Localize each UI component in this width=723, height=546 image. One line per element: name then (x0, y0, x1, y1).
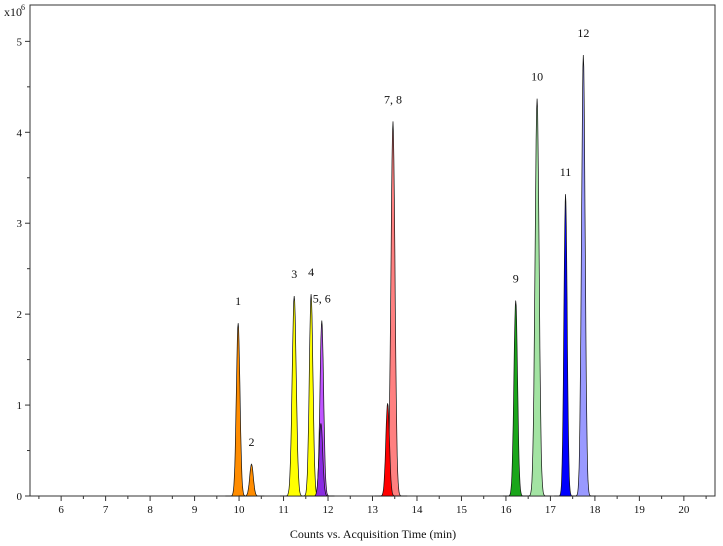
y-scale-exponent: 6 (21, 3, 25, 12)
x-axis-title: Counts vs. Acquisition Time (min) (290, 527, 456, 541)
x-tick-label-11: 11 (278, 504, 289, 516)
peaks-layer (225, 54, 597, 497)
peak-label-1: 2 (249, 435, 255, 449)
peak-1 (238, 463, 265, 497)
y-tick-label-1: 1 (17, 400, 23, 412)
x-tick-label-20: 20 (678, 504, 690, 516)
y-tick-label-2: 2 (17, 309, 23, 321)
y-tick-label-0: 0 (17, 491, 23, 503)
x-tick-label-17: 17 (545, 504, 557, 516)
x-tick-label-13: 13 (367, 504, 379, 516)
y-tick-label-4: 4 (17, 127, 23, 139)
x-tick-label-15: 15 (456, 504, 468, 516)
peak-label-0: 1 (235, 294, 241, 308)
x-tick-label-10: 10 (234, 504, 246, 516)
x-tick-label-19: 19 (634, 504, 646, 516)
y-scale-label: x10 (4, 5, 22, 19)
x-tick-label-8: 8 (147, 504, 153, 516)
x-tick-label-12: 12 (323, 504, 334, 516)
peak-label-10: 11 (560, 165, 572, 179)
peak-label-2: 3 (291, 267, 297, 281)
x-tick-label-16: 16 (500, 504, 512, 516)
x-tick-label-7: 7 (103, 504, 109, 516)
peak-label-9: 10 (531, 70, 543, 84)
x-tick-label-9: 9 (192, 504, 198, 516)
x-tick-label-18: 18 (589, 504, 601, 516)
peak-label-11: 12 (577, 26, 589, 40)
peak-10 (554, 194, 577, 497)
y-tick-label-3: 3 (17, 218, 23, 230)
peak-7 (374, 403, 401, 497)
plot-frame (29, 4, 716, 497)
y-tick-label-5: 5 (17, 36, 23, 48)
peak-label-6: 7, 8 (384, 92, 402, 106)
x-tick-label-14: 14 (411, 504, 423, 516)
peak-label-4: 5, 6 (313, 292, 331, 306)
peak-8 (502, 300, 529, 497)
peak-5 (308, 423, 334, 497)
peak-2 (280, 295, 309, 497)
peak-label-8: 9 (513, 272, 519, 286)
peak-label-3: 4 (308, 265, 314, 279)
x-tick-label-6: 6 (58, 504, 64, 516)
